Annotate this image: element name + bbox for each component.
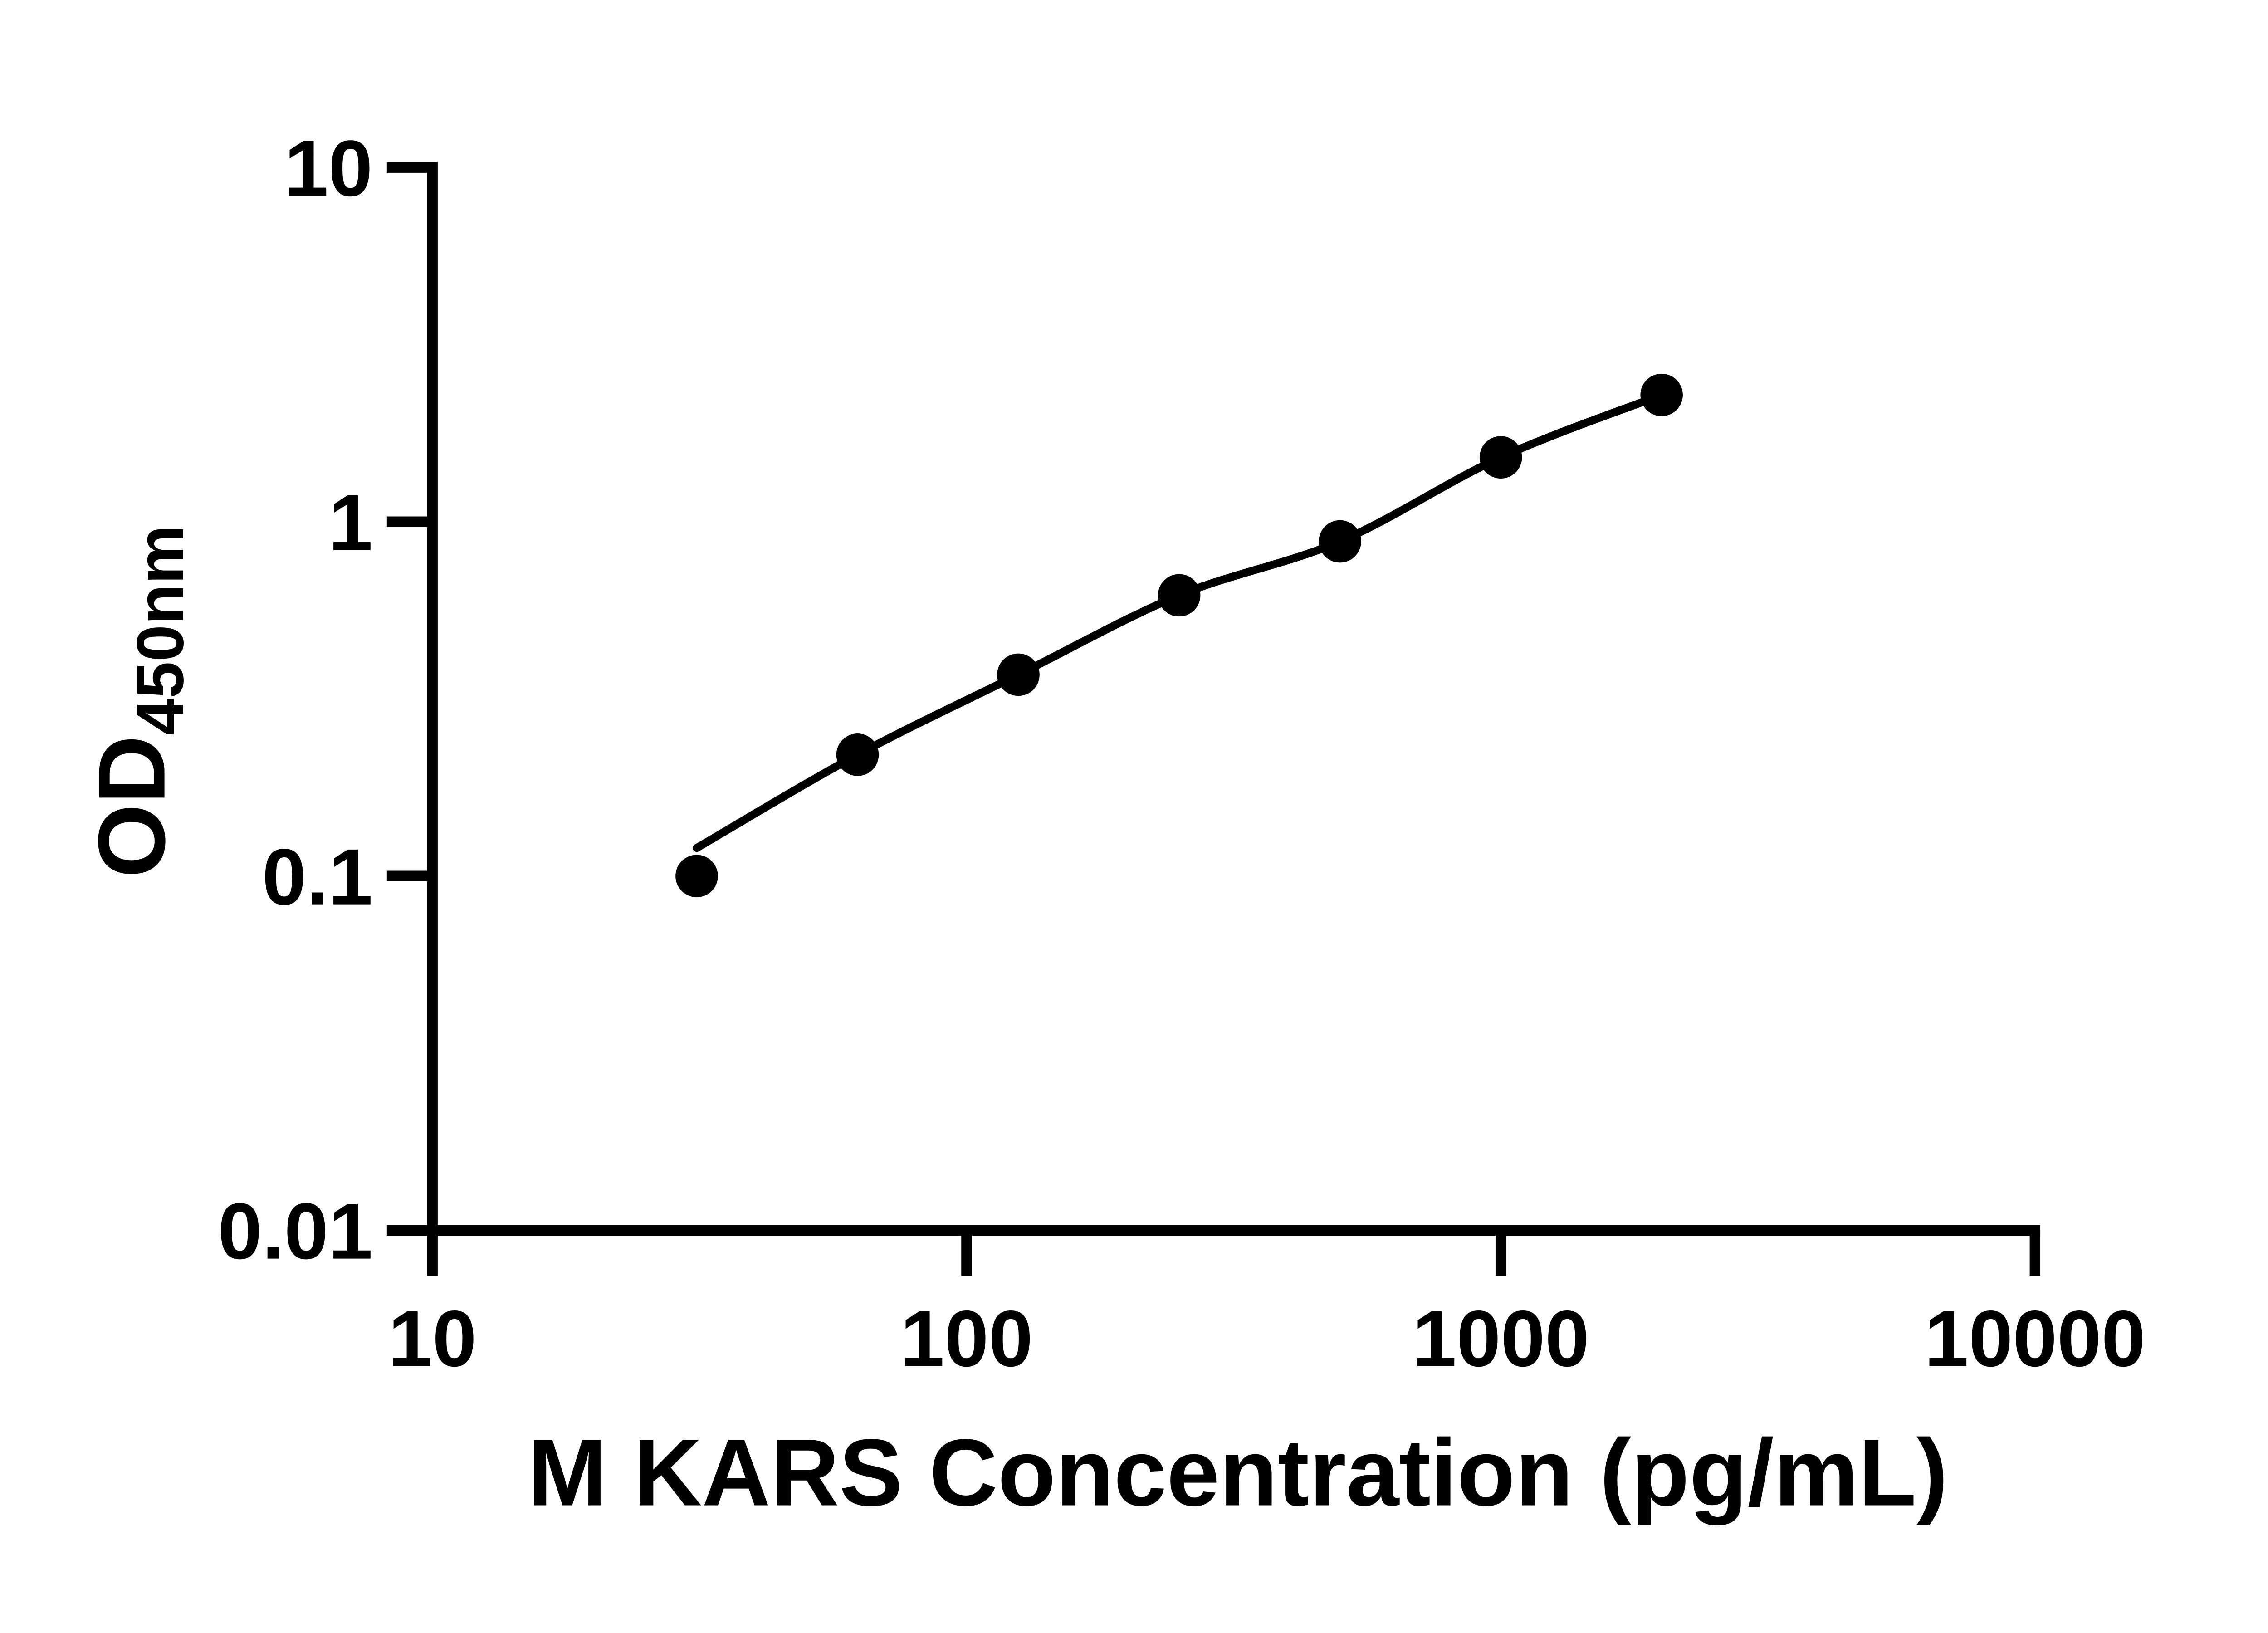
x-tick-label-10: 10 — [388, 1295, 477, 1384]
y-tick-label-0.1: 0.1 — [262, 833, 373, 922]
y-axis-title: OD450nm — [79, 525, 197, 878]
x-tick-label-10000: 10000 — [1924, 1295, 2146, 1384]
data-point-4 — [1319, 520, 1361, 563]
data-point-6 — [1640, 373, 1683, 416]
y-tick-label-0.01: 0.01 — [218, 1187, 372, 1276]
x-axis-title: M KARS Concentration (pg/mL) — [528, 1420, 1948, 1526]
data-point-3 — [1158, 574, 1201, 617]
data-point-2 — [997, 653, 1040, 696]
x-tick-label-1000: 1000 — [1413, 1295, 1589, 1384]
data-point-5 — [1479, 436, 1522, 479]
y-tick-label-1: 1 — [328, 479, 373, 567]
y-tick-label-10: 10 — [284, 124, 373, 213]
data-point-0 — [675, 855, 718, 898]
axis-ticks — [386, 162, 2041, 1276]
data-point-1 — [836, 733, 879, 776]
x-tick-label-100: 100 — [900, 1295, 1033, 1384]
y-axis-title-subscript: 450nm — [123, 525, 197, 735]
axes — [427, 162, 2041, 1236]
data-points — [675, 373, 1683, 898]
y-axis-title-main: OD — [79, 735, 185, 878]
